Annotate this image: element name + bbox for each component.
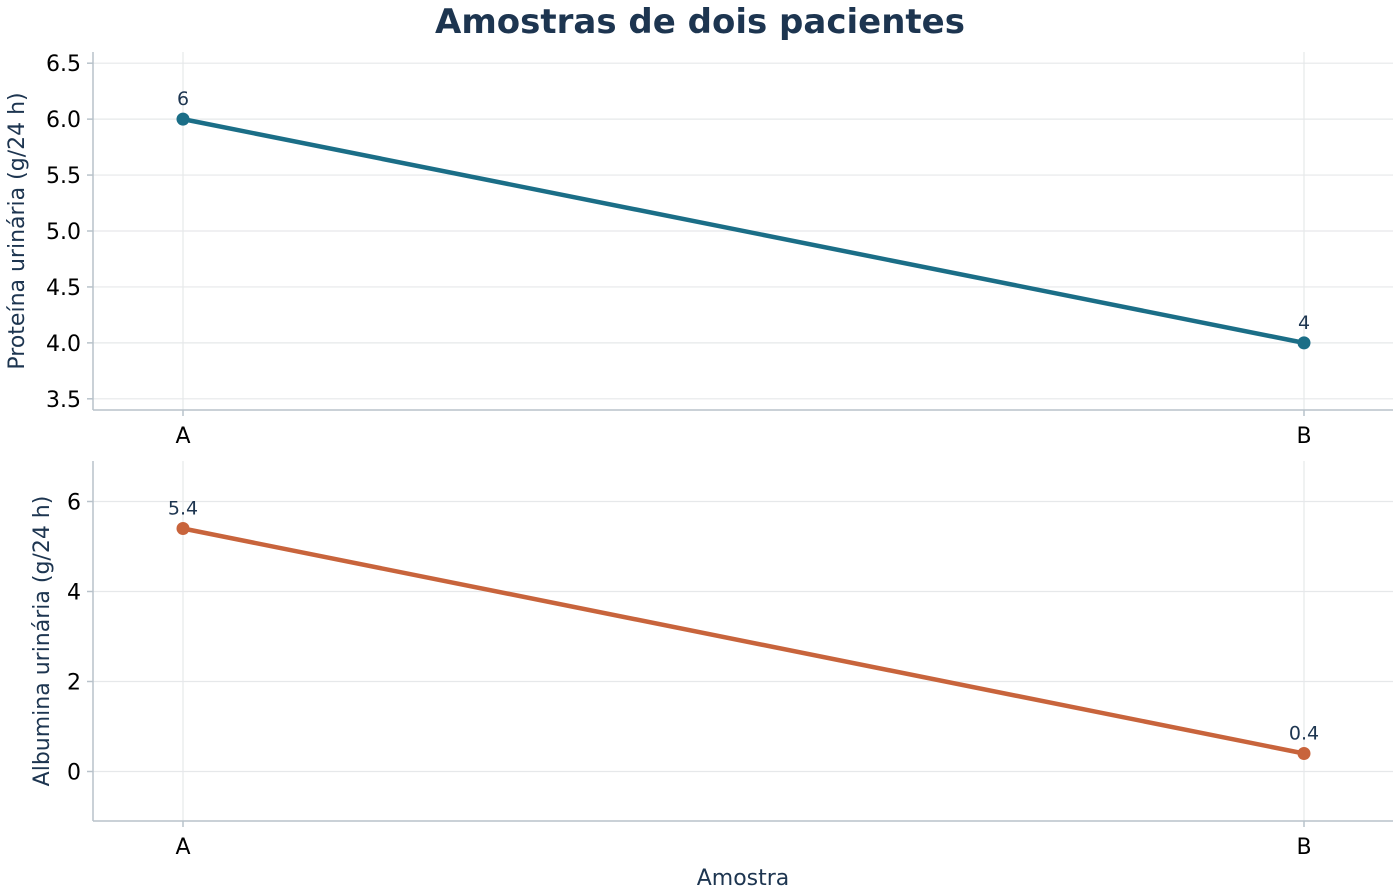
x-axis-label: Amostra	[697, 866, 790, 891]
y-axis-label: Albumina urinária (g/24 h)	[30, 496, 55, 787]
series-line	[180, 526, 1307, 756]
y-tick-label: 3.5	[46, 388, 81, 413]
x-tick-label: A	[175, 424, 190, 449]
data-point	[176, 112, 190, 126]
panel-protein: 3.5 4.0 4.5 5.0 5.5 6.0 6.5 A B Proteína urinária…	[5, 52, 1393, 449]
data-point	[1297, 336, 1311, 350]
x-tick-label: B	[1296, 424, 1311, 449]
y-axis-label: Proteína urinária (g/24 h)	[5, 92, 30, 369]
y-tick-label: 6	[67, 491, 81, 516]
data-label: 5.4	[168, 498, 198, 520]
y-tick-label: 5.5	[46, 164, 81, 189]
data-label: 4	[1298, 312, 1310, 334]
y-tick-label: 2	[67, 671, 81, 696]
data-point	[176, 522, 190, 535]
data-label: 0.4	[1289, 723, 1319, 745]
y-tick-label: 6.0	[46, 108, 81, 133]
data-point	[1297, 747, 1311, 760]
x-tick-label: A	[175, 835, 190, 860]
y-tick-label: 5.0	[46, 220, 81, 245]
panel-albumin: 0 2 4 6 A B Albumina urinária (g/24 h) Amostra 5…	[30, 461, 1393, 891]
data-label: 6	[177, 88, 189, 110]
y-tick-label: 4.5	[46, 276, 81, 301]
y-tick-label: 4	[67, 581, 81, 606]
y-tick-label: 4.0	[46, 332, 81, 357]
x-tick-label: B	[1296, 835, 1311, 860]
series-line	[180, 116, 1307, 346]
chart-title: Amostras de dois pacientes	[435, 2, 965, 42]
y-tick-label: 6.5	[46, 52, 81, 77]
y-tick-label: 0	[67, 761, 81, 786]
